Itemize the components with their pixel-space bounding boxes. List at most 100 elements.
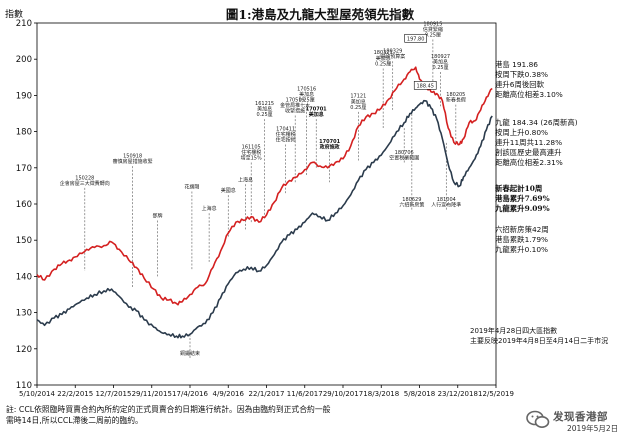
event-label: 信貸緊縮 — [423, 26, 443, 33]
y-tick-label: 110 — [16, 381, 32, 391]
event-label: 美加息 — [376, 55, 391, 62]
policy-note-line: 九龍累升0.10% — [495, 245, 549, 254]
x-tick-label: 11/6/2017 — [287, 390, 323, 398]
event-label: 170701 — [319, 139, 340, 145]
x-tick-label: 29/10/2017 — [323, 390, 363, 398]
event-label: 180927 — [431, 54, 450, 60]
hk-note-line: 按周下跌0.38% — [495, 70, 549, 79]
event-label: 180629 — [402, 197, 421, 203]
event-label: 美加息 — [299, 91, 314, 98]
x-tick-label: 4/9/2016 — [213, 390, 245, 398]
y-tick-label: 150 — [16, 236, 32, 246]
event-label: 上海息 — [238, 176, 253, 183]
event-label: 161215 — [255, 101, 274, 107]
event-label: 花旗剛 — [184, 184, 199, 191]
hk-note-line: 距離高位相差3.10% — [495, 90, 563, 99]
event-label: 空置税業範圍 — [389, 155, 419, 162]
hk-notes: 港島 191.86 按周下跌0.38% 連升6周後回軟 距離高位相差3.10% — [495, 60, 563, 100]
event-label: 鄧牌 — [152, 212, 162, 219]
x-tick-label: 5/8/2018 — [404, 390, 435, 398]
summary-note: 2019年4月28日四大區指數 主要反映2019年4月8日至4月14日二手市況 — [470, 327, 608, 346]
kln-note-line: 距離高位相差2.31% — [495, 158, 563, 167]
event-label: 財政預算案 — [380, 53, 405, 60]
x-tick-label: 17/4/2016 — [172, 390, 208, 398]
footnote-line: 需時14日,所以CCL滯後二周前的臨約。 — [6, 415, 143, 425]
policy-notes: 六招新房策42周 港島累跌1.79% 九龍累升0.10% — [495, 225, 549, 255]
event-label: 180321 — [374, 50, 393, 56]
x-tick-label: 5/10/2014 — [19, 390, 55, 398]
event-label: 金管局推七大 — [280, 102, 310, 109]
y-tick-label: 160 — [16, 200, 32, 210]
event-label: 0.25厘 — [425, 32, 441, 38]
hk-note-line: 港島 191.86 — [495, 60, 538, 69]
event-label: 170516 — [297, 86, 316, 92]
y-tick-label: 120 — [16, 345, 32, 355]
event-label: 銅鑼結束 — [180, 350, 200, 357]
kln-note-line: 按周上升0.80% — [495, 128, 549, 137]
event-label: 住宅樓税 — [276, 131, 296, 138]
footnote: 註: CCL依照臨時買賣合約內所約定的正式買賣合約日期進行統計。因為由臨約到正式… — [6, 405, 330, 426]
event-label: 六招新房策 — [399, 202, 424, 209]
y-tick-label: 190 — [16, 91, 32, 101]
kln-note-line: 九龍 184.34 (26周新高) — [495, 118, 578, 127]
kln-note-line: 創該區歷史最高連升 — [495, 148, 562, 157]
x-tick-label: 12/7/2015 — [96, 390, 132, 398]
lny-note-line: 港島累升7.69% — [495, 194, 550, 203]
x-tick-label: 22/2/2015 — [57, 390, 93, 398]
event-label: 0.25厘 — [299, 98, 315, 104]
event-label: 企會房屋三大徵費轉向 — [60, 180, 110, 187]
event-label: 181004 — [437, 197, 456, 203]
policy-note-line: 港島累跌1.79% — [495, 235, 549, 244]
event-label: 美國息 — [221, 187, 236, 194]
event-label: 住宅按揭 — [276, 136, 296, 143]
series-line-0 — [36, 66, 493, 306]
event-label: 增至15% — [241, 155, 262, 162]
x-tick-label: 23/12/2018 — [438, 390, 478, 398]
event-label: 0.25厘 — [257, 112, 273, 118]
event-label: 180706 — [395, 150, 414, 156]
event-label: 新春長假 — [446, 97, 466, 104]
chart-title: 圖1:港島及九龍大型屋苑領先指數 — [225, 7, 415, 22]
event-label: 0.25厘 — [350, 105, 366, 111]
wechat-logo-icon — [526, 410, 550, 428]
plot-frame — [36, 22, 497, 386]
event-label: 收緊措施 — [285, 108, 305, 115]
event-label: 美加息 — [309, 111, 324, 118]
event-label: 150918 — [123, 154, 142, 160]
y-tick-label: 200 — [16, 55, 32, 65]
peak-value-label: 197.80 — [407, 36, 425, 42]
peak-value-label: 188.45 — [416, 84, 434, 90]
hk-note-line: 連升6周後回軟 — [495, 80, 545, 89]
lny-note-line: 九龍累升9.09% — [495, 204, 550, 213]
footnote-line: 註: CCL依照臨時買賣合約內所約定的正式買賣合約日期進行統計。因為由臨約到正式… — [6, 405, 331, 414]
lunar-new-year-notes: 新春起計10周 港島累升7.69% 九龍累升9.09% — [495, 184, 550, 214]
event-label: 0.25厘 — [375, 61, 391, 67]
x-tick-label: 22/1/2017 — [249, 390, 285, 398]
event-label: 美加息 — [433, 58, 448, 65]
y-tick-label: 210 — [16, 19, 32, 29]
x-tick-label: 18/3/2018 — [363, 390, 399, 398]
event-label: 審慎房屋措施收緊 — [113, 158, 153, 165]
y-tick-label: 180 — [16, 128, 32, 138]
watermark-date: 2019年5月2日 — [567, 424, 619, 433]
event-label: 170411 — [276, 126, 295, 132]
kln-notes: 九龍 184.34 (26周新高) 按周上升0.80% 連升11周共11.28%… — [495, 118, 578, 168]
event-label: 170701 — [306, 107, 327, 113]
event-label: 0.25厘 — [432, 65, 448, 71]
event-label: 170519 — [286, 97, 305, 103]
event-label: 人行宣布降準 — [431, 202, 461, 209]
event-label: 美加息 — [351, 98, 366, 105]
event-label: 美加息 — [257, 106, 272, 113]
kln-note-line: 連升11周共11.28% — [495, 138, 563, 147]
event-label: 150228 — [75, 175, 94, 181]
peak-value-box — [404, 33, 427, 43]
y-tick-label: 170 — [16, 164, 32, 174]
policy-note-line: 六招新房策42周 — [495, 225, 549, 234]
event-label: 政府施政 — [320, 144, 341, 151]
y-tick-label: 140 — [16, 272, 32, 282]
y-axis-label: 指數 — [5, 10, 24, 20]
watermark: 发现香港部 2019年5月2日 — [525, 407, 635, 435]
event-label: 161105 — [242, 144, 261, 150]
y-tick-label: 130 — [16, 309, 32, 319]
